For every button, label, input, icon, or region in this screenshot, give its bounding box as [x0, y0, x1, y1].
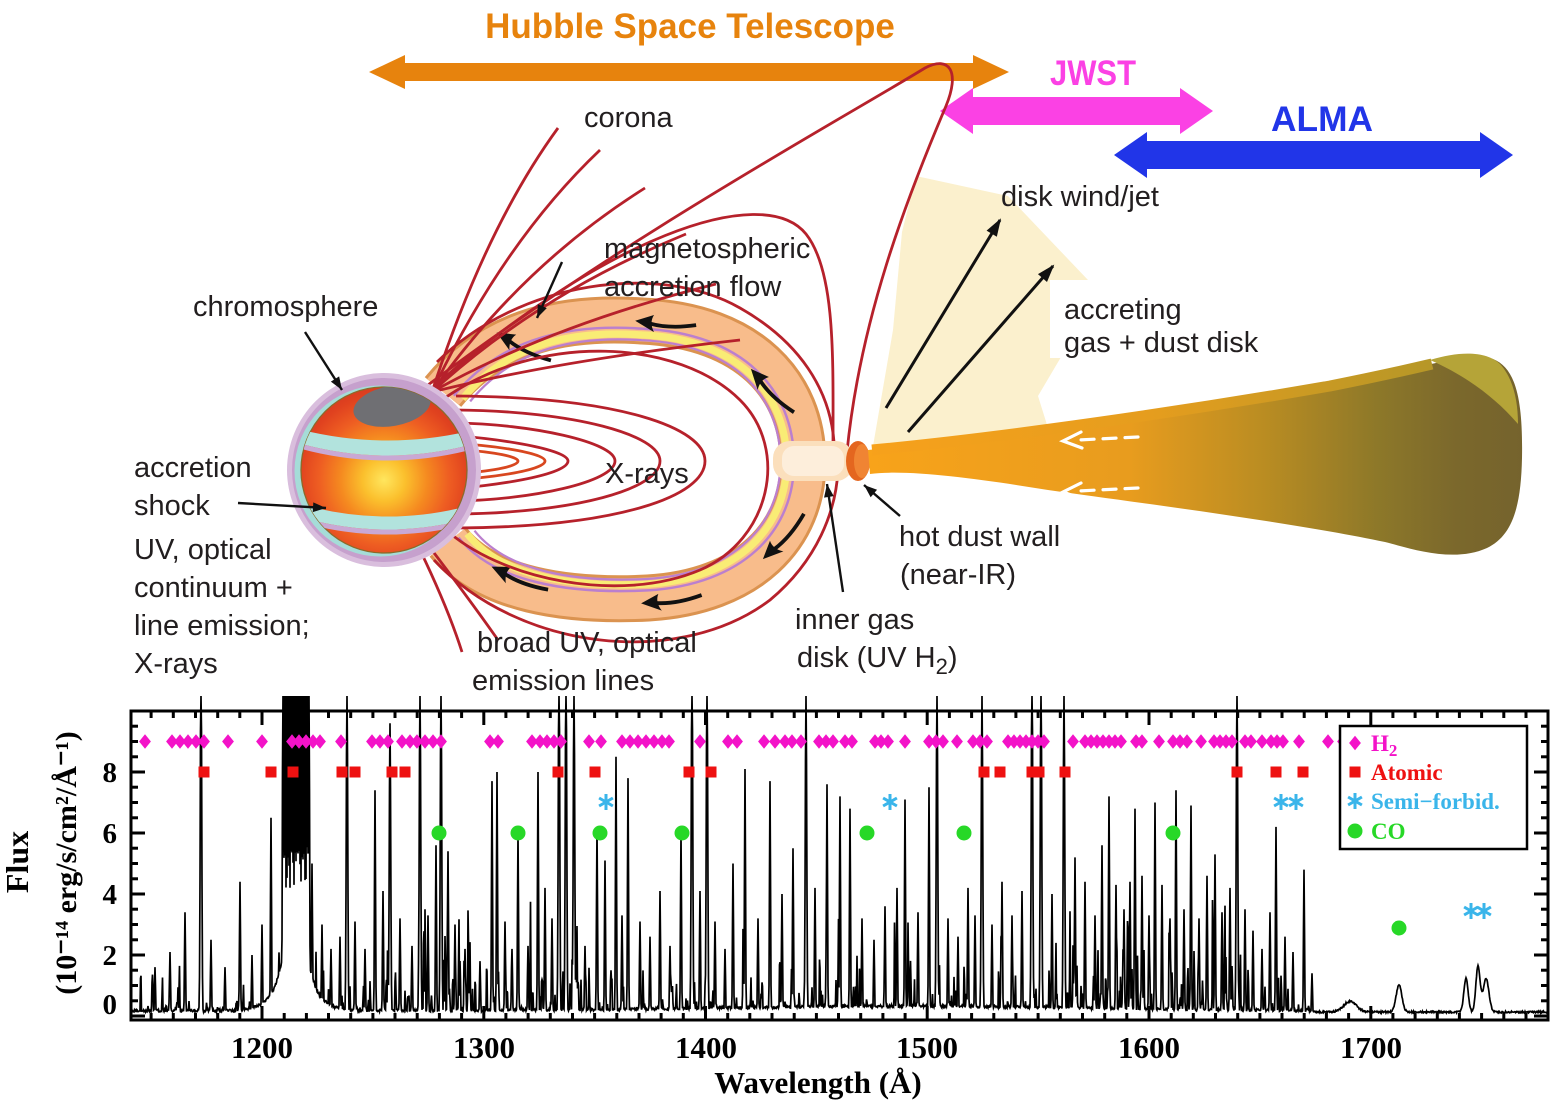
svg-text:4: 4: [103, 879, 118, 911]
svg-text:1600: 1600: [1118, 1030, 1180, 1065]
svg-text:Semi−forbid.: Semi−forbid.: [1371, 789, 1500, 814]
svg-text:(near-IR): (near-IR): [900, 559, 1016, 591]
svg-text:1400: 1400: [675, 1030, 737, 1065]
svg-text:inner gas: inner gas: [795, 604, 914, 636]
svg-text:1700: 1700: [1340, 1030, 1402, 1065]
svg-text:2: 2: [103, 940, 118, 972]
svg-text:gas + dust disk: gas + dust disk: [1064, 327, 1259, 359]
svg-text:8: 8: [103, 757, 118, 789]
svg-text:accretion: accretion: [134, 452, 252, 484]
svg-text:6: 6: [103, 818, 118, 850]
svg-text:shock: shock: [134, 490, 210, 522]
svg-text:continuum +: continuum +: [134, 572, 293, 604]
svg-text:CO: CO: [1371, 819, 1406, 844]
svg-text:X-rays: X-rays: [605, 458, 689, 490]
svg-text:JWST: JWST: [1050, 54, 1136, 93]
svg-text:Wavelength (Å): Wavelength (Å): [714, 1065, 922, 1100]
svg-text:emission lines: emission lines: [472, 665, 654, 697]
svg-text:magnetospheric: magnetospheric: [604, 233, 810, 265]
svg-text:chromosphere: chromosphere: [193, 291, 378, 323]
svg-text:1200: 1200: [231, 1030, 293, 1065]
svg-text:Hubble Space Telescope: Hubble Space Telescope: [485, 7, 895, 46]
svg-text:1500: 1500: [896, 1030, 958, 1065]
svg-text:hot dust wall: hot dust wall: [899, 521, 1060, 553]
svg-text:0: 0: [103, 989, 118, 1021]
svg-text:1300: 1300: [453, 1030, 515, 1065]
svg-text:disk wind/jet: disk wind/jet: [1001, 181, 1159, 213]
svg-text:ALMA: ALMA: [1271, 100, 1373, 139]
svg-text:corona: corona: [584, 102, 674, 134]
svg-text:accretion flow: accretion flow: [604, 271, 782, 303]
svg-text:UV, optical: UV, optical: [134, 534, 272, 566]
svg-text:Flux: Flux: [0, 831, 35, 893]
svg-text:Atomic: Atomic: [1371, 760, 1443, 785]
svg-text:(10⁻¹⁴ erg/s/cm²/Å⁻¹): (10⁻¹⁴ erg/s/cm²/Å⁻¹): [50, 731, 83, 994]
svg-text:X-rays: X-rays: [134, 648, 218, 680]
svg-text:line emission;: line emission;: [134, 610, 310, 642]
svg-text:accreting: accreting: [1064, 294, 1182, 326]
svg-text:broad UV, optical: broad UV, optical: [477, 627, 697, 659]
svg-text:disk (UV H2): disk (UV H2): [797, 642, 958, 679]
